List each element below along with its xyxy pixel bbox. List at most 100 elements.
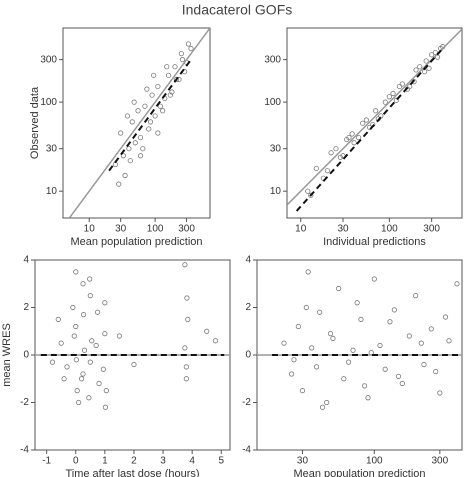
point bbox=[351, 140, 357, 146]
point bbox=[446, 338, 452, 344]
point bbox=[116, 181, 122, 187]
point bbox=[356, 134, 362, 141]
y-tick-label: 30 bbox=[270, 143, 282, 154]
point bbox=[132, 140, 138, 146]
x-tick-label: 300 bbox=[423, 224, 440, 235]
point bbox=[86, 395, 92, 401]
point bbox=[61, 376, 67, 382]
point bbox=[406, 333, 412, 339]
point bbox=[142, 103, 148, 109]
x-tick-label: 4 bbox=[189, 456, 195, 467]
x-tick-label: 30 bbox=[115, 224, 127, 235]
y-tick-label: 300 bbox=[264, 54, 281, 65]
point bbox=[70, 304, 76, 311]
y-tick-label: 4 bbox=[245, 255, 251, 266]
point bbox=[317, 309, 323, 315]
point bbox=[437, 390, 443, 396]
point bbox=[309, 345, 315, 351]
point bbox=[426, 65, 432, 71]
point bbox=[429, 52, 435, 58]
point bbox=[178, 51, 184, 57]
point bbox=[330, 335, 336, 341]
x-axis-label: Mean population prediction bbox=[293, 468, 425, 477]
point bbox=[291, 357, 297, 363]
point bbox=[182, 345, 188, 351]
point bbox=[454, 281, 460, 287]
point bbox=[212, 338, 219, 344]
x-tick-label: 5 bbox=[218, 456, 224, 467]
y-tick-label: 0 bbox=[23, 350, 29, 361]
point bbox=[160, 108, 166, 114]
point bbox=[131, 99, 137, 105]
x-axis-label: Individual predictions bbox=[323, 236, 426, 248]
point bbox=[183, 364, 189, 370]
point bbox=[204, 328, 210, 334]
figure-title: Indacaterol GOFs bbox=[182, 2, 293, 18]
point bbox=[169, 89, 175, 95]
x-tick-label: 1 bbox=[102, 456, 108, 467]
point bbox=[303, 304, 309, 311]
point bbox=[308, 192, 314, 198]
x-tick-label: 10 bbox=[295, 224, 307, 235]
y-tick-label: 10 bbox=[46, 186, 58, 197]
point bbox=[94, 309, 101, 315]
x-axis-label: Time after last dose (hours) bbox=[65, 468, 199, 477]
point bbox=[81, 347, 88, 353]
point bbox=[360, 120, 366, 126]
x-tick-label: 30 bbox=[337, 224, 349, 235]
point bbox=[305, 188, 311, 194]
point bbox=[64, 364, 70, 370]
point bbox=[87, 276, 93, 282]
point bbox=[328, 150, 334, 156]
point bbox=[184, 295, 190, 301]
point bbox=[135, 108, 141, 114]
point bbox=[103, 388, 109, 394]
point bbox=[49, 359, 56, 365]
point bbox=[337, 154, 343, 160]
point bbox=[432, 49, 438, 56]
point bbox=[386, 94, 392, 100]
y-tick-label: -4 bbox=[242, 445, 251, 456]
point bbox=[365, 395, 371, 401]
point bbox=[390, 90, 396, 97]
point bbox=[413, 67, 419, 73]
point bbox=[149, 92, 155, 98]
point bbox=[89, 338, 95, 344]
point bbox=[382, 99, 388, 105]
point bbox=[371, 276, 377, 282]
point bbox=[185, 316, 191, 322]
point bbox=[377, 342, 383, 349]
point bbox=[324, 168, 331, 174]
x-axis-label: Mean population prediction bbox=[70, 236, 202, 248]
point bbox=[131, 361, 137, 368]
point bbox=[87, 359, 93, 365]
identity-line bbox=[287, 28, 462, 206]
point bbox=[157, 103, 163, 109]
y-tick-label: 10 bbox=[270, 186, 282, 197]
point bbox=[333, 146, 339, 152]
point bbox=[55, 316, 61, 322]
point bbox=[147, 119, 154, 125]
point bbox=[399, 81, 405, 87]
point bbox=[433, 369, 439, 375]
point bbox=[442, 314, 449, 320]
y-tick-label: -2 bbox=[242, 397, 251, 408]
point bbox=[127, 158, 133, 164]
point bbox=[281, 340, 287, 346]
point bbox=[155, 83, 161, 90]
point bbox=[118, 130, 124, 136]
point bbox=[73, 269, 79, 275]
y-tick-label: -4 bbox=[20, 445, 29, 456]
point bbox=[288, 371, 295, 377]
trend-line bbox=[295, 47, 444, 212]
point bbox=[76, 399, 82, 406]
point bbox=[102, 331, 108, 337]
point bbox=[137, 134, 144, 141]
point bbox=[87, 293, 93, 299]
point bbox=[100, 366, 106, 372]
point bbox=[164, 64, 170, 70]
point bbox=[144, 86, 150, 92]
point bbox=[299, 388, 306, 394]
point bbox=[395, 373, 402, 379]
point bbox=[140, 146, 146, 152]
